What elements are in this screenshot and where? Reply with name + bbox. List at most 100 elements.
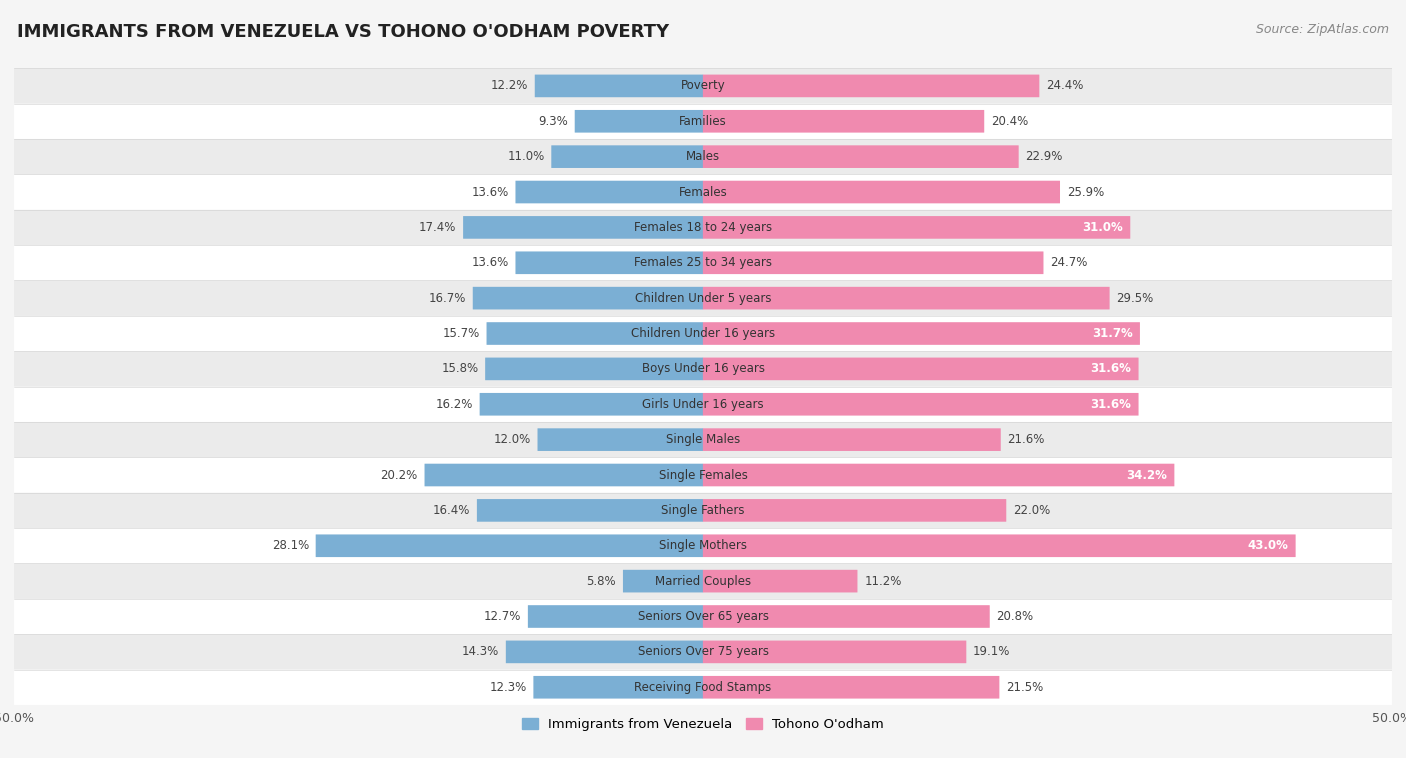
FancyBboxPatch shape <box>534 74 703 97</box>
Text: Poverty: Poverty <box>681 80 725 92</box>
Text: Females: Females <box>679 186 727 199</box>
FancyBboxPatch shape <box>463 216 703 239</box>
Text: 21.6%: 21.6% <box>1008 433 1045 446</box>
Text: Source: ZipAtlas.com: Source: ZipAtlas.com <box>1256 23 1389 36</box>
FancyBboxPatch shape <box>703 74 1039 97</box>
FancyBboxPatch shape <box>703 180 1060 203</box>
FancyBboxPatch shape <box>703 534 1295 557</box>
Text: Males: Males <box>686 150 720 163</box>
FancyBboxPatch shape <box>486 322 703 345</box>
Text: 11.2%: 11.2% <box>865 575 901 587</box>
Text: 5.8%: 5.8% <box>586 575 616 587</box>
Text: Boys Under 16 years: Boys Under 16 years <box>641 362 765 375</box>
Text: Seniors Over 75 years: Seniors Over 75 years <box>637 645 769 659</box>
Text: Married Couples: Married Couples <box>655 575 751 587</box>
Text: 11.0%: 11.0% <box>508 150 544 163</box>
FancyBboxPatch shape <box>14 280 1392 316</box>
Text: Single Mothers: Single Mothers <box>659 539 747 553</box>
Text: 14.3%: 14.3% <box>461 645 499 659</box>
FancyBboxPatch shape <box>14 493 1392 528</box>
FancyBboxPatch shape <box>703 322 1140 345</box>
FancyBboxPatch shape <box>14 245 1392 280</box>
Text: Receiving Food Stamps: Receiving Food Stamps <box>634 681 772 694</box>
Text: Children Under 16 years: Children Under 16 years <box>631 327 775 340</box>
FancyBboxPatch shape <box>14 669 1392 705</box>
FancyBboxPatch shape <box>575 110 703 133</box>
Text: Females 18 to 24 years: Females 18 to 24 years <box>634 221 772 234</box>
Legend: Immigrants from Venezuela, Tohono O'odham: Immigrants from Venezuela, Tohono O'odha… <box>517 713 889 737</box>
Text: 31.6%: 31.6% <box>1091 362 1132 375</box>
FancyBboxPatch shape <box>551 146 703 168</box>
Text: Single Fathers: Single Fathers <box>661 504 745 517</box>
Text: 12.7%: 12.7% <box>484 610 522 623</box>
FancyBboxPatch shape <box>703 146 1019 168</box>
FancyBboxPatch shape <box>479 393 703 415</box>
FancyBboxPatch shape <box>425 464 703 487</box>
FancyBboxPatch shape <box>703 252 1043 274</box>
FancyBboxPatch shape <box>703 110 984 133</box>
Text: Single Males: Single Males <box>666 433 740 446</box>
Text: 13.6%: 13.6% <box>471 256 509 269</box>
FancyBboxPatch shape <box>703 676 1000 699</box>
FancyBboxPatch shape <box>537 428 703 451</box>
Text: 12.3%: 12.3% <box>489 681 527 694</box>
Text: 19.1%: 19.1% <box>973 645 1011 659</box>
Text: Children Under 5 years: Children Under 5 years <box>634 292 772 305</box>
Text: 31.0%: 31.0% <box>1083 221 1123 234</box>
Text: 20.8%: 20.8% <box>997 610 1033 623</box>
FancyBboxPatch shape <box>14 387 1392 422</box>
FancyBboxPatch shape <box>14 599 1392 634</box>
Text: Girls Under 16 years: Girls Under 16 years <box>643 398 763 411</box>
FancyBboxPatch shape <box>14 139 1392 174</box>
Text: 31.7%: 31.7% <box>1092 327 1133 340</box>
Text: Females 25 to 34 years: Females 25 to 34 years <box>634 256 772 269</box>
Text: 15.8%: 15.8% <box>441 362 478 375</box>
FancyBboxPatch shape <box>477 499 703 522</box>
Text: 21.5%: 21.5% <box>1007 681 1043 694</box>
FancyBboxPatch shape <box>14 634 1392 669</box>
FancyBboxPatch shape <box>703 499 1007 522</box>
Text: 9.3%: 9.3% <box>538 114 568 128</box>
FancyBboxPatch shape <box>703 464 1174 487</box>
Text: 16.4%: 16.4% <box>433 504 470 517</box>
FancyBboxPatch shape <box>703 287 1109 309</box>
FancyBboxPatch shape <box>527 605 703 628</box>
FancyBboxPatch shape <box>14 528 1392 563</box>
FancyBboxPatch shape <box>14 457 1392 493</box>
Text: 43.0%: 43.0% <box>1247 539 1289 553</box>
Text: 22.9%: 22.9% <box>1025 150 1063 163</box>
FancyBboxPatch shape <box>703 570 858 593</box>
FancyBboxPatch shape <box>703 605 990 628</box>
FancyBboxPatch shape <box>703 641 966 663</box>
FancyBboxPatch shape <box>14 104 1392 139</box>
Text: IMMIGRANTS FROM VENEZUELA VS TOHONO O'ODHAM POVERTY: IMMIGRANTS FROM VENEZUELA VS TOHONO O'OD… <box>17 23 669 41</box>
Text: 24.4%: 24.4% <box>1046 80 1084 92</box>
Text: 16.2%: 16.2% <box>436 398 472 411</box>
FancyBboxPatch shape <box>14 316 1392 351</box>
Text: 22.0%: 22.0% <box>1012 504 1050 517</box>
FancyBboxPatch shape <box>623 570 703 593</box>
Text: 24.7%: 24.7% <box>1050 256 1088 269</box>
Text: Families: Families <box>679 114 727 128</box>
FancyBboxPatch shape <box>14 68 1392 104</box>
FancyBboxPatch shape <box>14 351 1392 387</box>
FancyBboxPatch shape <box>703 216 1130 239</box>
Text: 34.2%: 34.2% <box>1126 468 1167 481</box>
Text: 28.1%: 28.1% <box>271 539 309 553</box>
Text: Single Females: Single Females <box>658 468 748 481</box>
Text: 17.4%: 17.4% <box>419 221 457 234</box>
Text: 13.6%: 13.6% <box>471 186 509 199</box>
FancyBboxPatch shape <box>472 287 703 309</box>
FancyBboxPatch shape <box>516 180 703 203</box>
FancyBboxPatch shape <box>14 174 1392 210</box>
FancyBboxPatch shape <box>703 393 1139 415</box>
Text: 20.2%: 20.2% <box>381 468 418 481</box>
Text: 29.5%: 29.5% <box>1116 292 1153 305</box>
Text: 16.7%: 16.7% <box>429 292 465 305</box>
FancyBboxPatch shape <box>14 422 1392 457</box>
FancyBboxPatch shape <box>316 534 703 557</box>
Text: 31.6%: 31.6% <box>1091 398 1132 411</box>
Text: Seniors Over 65 years: Seniors Over 65 years <box>637 610 769 623</box>
Text: 15.7%: 15.7% <box>443 327 479 340</box>
FancyBboxPatch shape <box>703 358 1139 381</box>
